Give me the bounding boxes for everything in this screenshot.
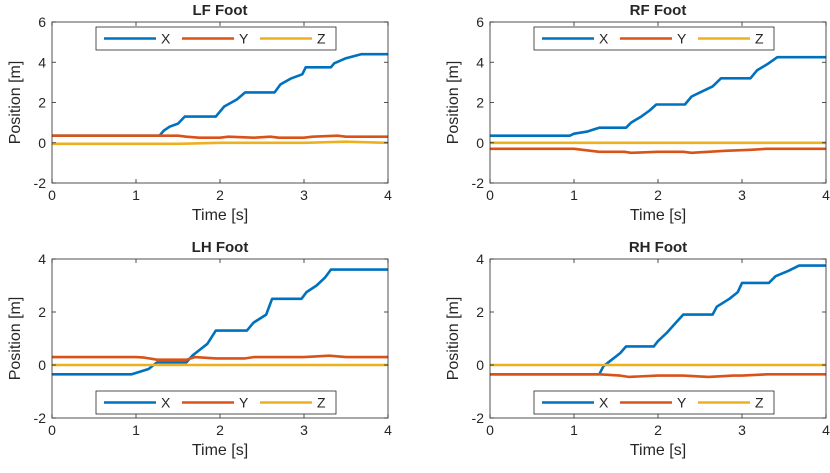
x-axis-label: Time [s]	[630, 207, 686, 224]
series-line-z	[52, 140, 388, 146]
x-tick-label: 0	[486, 187, 494, 203]
legend-label-x: X	[161, 395, 171, 411]
x-tick-label: 3	[738, 422, 746, 438]
x-tick-label: 1	[570, 422, 578, 438]
y-tick-label: 6	[476, 14, 484, 30]
x-tick-label: 2	[654, 422, 662, 438]
x-tick-label: 2	[216, 187, 224, 203]
series-line-y	[490, 373, 826, 379]
x-tick-label: 2	[216, 422, 224, 438]
x-tick-label: 1	[132, 422, 140, 438]
series-line-x	[490, 264, 826, 376]
x-tick-label: 0	[486, 422, 494, 438]
y-tick-label: 0	[38, 135, 46, 151]
y-tick-label: 4	[38, 251, 46, 267]
y-axis-label: Position [m]	[7, 61, 24, 145]
y-tick-label: 4	[476, 54, 484, 70]
legend-label-y: Y	[239, 395, 249, 411]
legend-label-y: Y	[677, 31, 687, 47]
legend-label-y: Y	[239, 31, 249, 47]
legend-label-z: Z	[755, 31, 764, 47]
y-tick-label: 4	[38, 54, 46, 70]
legend-label-z: Z	[317, 31, 326, 47]
y-axis-label: Position [m]	[7, 297, 24, 381]
series-line-x	[490, 55, 826, 137]
chart-title: RH Foot	[629, 239, 687, 256]
y-tick-label: -2	[34, 175, 47, 191]
legend-label-x: X	[599, 31, 609, 47]
chart-title: RF Foot	[630, 2, 687, 19]
y-tick-label: 2	[476, 304, 484, 320]
legend: X Y Z	[533, 390, 775, 415]
x-tick-label: 1	[570, 187, 578, 203]
x-tick-label: 0	[48, 187, 56, 203]
x-axis-label: Time [s]	[192, 207, 248, 224]
x-tick-label: 0	[48, 422, 56, 438]
x-tick-label: 2	[654, 187, 662, 203]
x-tick-label: 3	[738, 187, 746, 203]
legend: X Y Z	[95, 390, 337, 415]
chart-title: LH Foot	[192, 239, 249, 256]
y-tick-label: 4	[476, 251, 484, 267]
x-tick-label: 4	[822, 422, 830, 438]
x-tick-label: 4	[384, 187, 392, 203]
series-line-y	[490, 147, 826, 155]
y-tick-label: 6	[38, 14, 46, 30]
y-axis-label: Position [m]	[445, 297, 462, 381]
y-tick-label: 2	[476, 95, 484, 111]
chart-title: LF Foot	[193, 2, 248, 19]
y-axis-label: Position [m]	[445, 61, 462, 145]
legend-label-z: Z	[317, 395, 326, 411]
x-tick-label: 4	[822, 187, 830, 203]
series-line-x	[52, 52, 388, 137]
y-tick-label: 0	[476, 135, 484, 151]
y-tick-label: -2	[34, 410, 47, 426]
series-line-y	[52, 134, 388, 139]
series-line-x	[52, 268, 388, 376]
x-tick-label: 3	[300, 422, 308, 438]
legend-label-x: X	[599, 395, 609, 411]
y-tick-label: 2	[38, 95, 46, 111]
series-line-y	[52, 354, 388, 361]
y-tick-label: -2	[472, 175, 485, 191]
y-tick-label: -2	[472, 410, 485, 426]
legend-label-z: Z	[755, 395, 764, 411]
x-tick-label: 1	[132, 187, 140, 203]
legend-label-x: X	[161, 31, 171, 47]
y-tick-label: 0	[38, 357, 46, 373]
y-tick-label: 0	[476, 357, 484, 373]
y-tick-label: 2	[38, 304, 46, 320]
legend: X Y Z	[95, 26, 337, 51]
legend: X Y Z	[533, 26, 775, 51]
legend-label-y: Y	[677, 395, 687, 411]
x-axis-label: Time [s]	[192, 442, 248, 459]
x-tick-label: 3	[300, 187, 308, 203]
x-axis-label: Time [s]	[630, 442, 686, 459]
x-tick-label: 4	[384, 422, 392, 438]
